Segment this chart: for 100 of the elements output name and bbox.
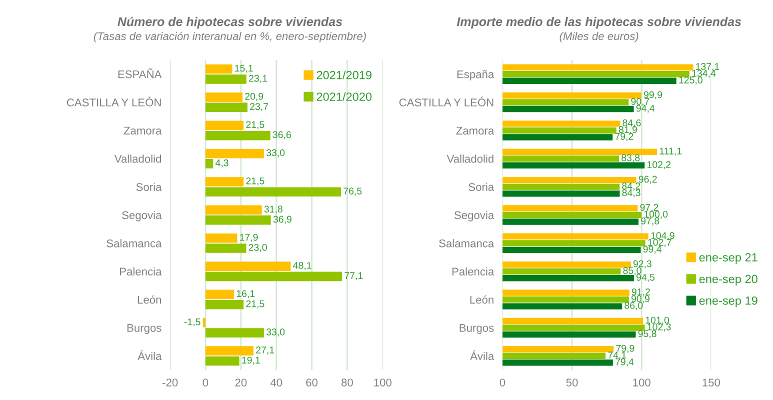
data-label: 31,8 — [264, 206, 282, 214]
bar — [205, 120, 244, 130]
data-label: 92,3 — [633, 260, 652, 268]
x-tick-label: 100 — [374, 378, 392, 386]
x-tick-label: 40 — [270, 378, 282, 386]
bar — [502, 261, 631, 268]
y-tick-label: Valladolid — [446, 154, 494, 163]
bar — [202, 318, 206, 328]
data-label: 83,8 — [622, 154, 640, 162]
bar — [502, 296, 629, 303]
bar — [205, 328, 264, 338]
bar — [502, 162, 645, 169]
chart-subtitle: (Miles de euros) — [560, 32, 638, 42]
bar — [205, 346, 254, 356]
data-label: -1,5 — [184, 318, 200, 326]
bar — [502, 324, 645, 331]
x-tick-label: 0 — [500, 378, 506, 386]
bar — [502, 205, 638, 212]
data-label: 81,9 — [618, 126, 637, 134]
data-label: 79,4 — [616, 358, 634, 366]
bar — [205, 244, 246, 253]
data-label: 36,9 — [273, 216, 292, 224]
x-tick-label: 100 — [633, 378, 650, 386]
bar — [502, 92, 642, 99]
data-label: 21,5 — [246, 177, 264, 186]
data-label: 48,1 — [293, 262, 312, 270]
data-label: 4,3 — [215, 159, 228, 168]
bar — [205, 205, 262, 215]
bar — [502, 184, 620, 190]
data-label: 84,3 — [622, 189, 640, 198]
bar — [502, 290, 630, 296]
y-tick-label: León — [470, 295, 494, 304]
data-label: 23,1 — [249, 74, 267, 83]
y-tick-label: España — [457, 70, 494, 80]
data-label: 90,7 — [631, 98, 650, 106]
bar — [502, 233, 648, 240]
data-label: 94,5 — [636, 274, 655, 282]
bar — [502, 106, 634, 112]
bar — [205, 177, 244, 186]
data-label: 20,9 — [245, 92, 264, 101]
chart-title: Importe medio de las hipotecas sobre viviendas — [456, 16, 742, 29]
data-label: 102,2 — [647, 161, 671, 170]
y-tick-label: Ávila — [470, 350, 494, 360]
bar — [205, 130, 270, 140]
y-tick-label: Zamora — [124, 126, 162, 135]
data-label: 16,1 — [236, 290, 255, 298]
bar — [205, 233, 238, 243]
y-tick-label: Segovia — [454, 210, 494, 222]
y-tick-label: Salamanca — [439, 239, 494, 248]
bar — [502, 127, 616, 134]
bar — [205, 215, 271, 225]
data-label: 94,4 — [636, 104, 655, 113]
bar — [205, 64, 232, 74]
bar — [205, 356, 240, 366]
bar — [502, 275, 634, 282]
data-label: 99,9 — [644, 91, 662, 100]
data-label: 77,1 — [344, 272, 363, 280]
legend-label: ene-sep 20 — [699, 274, 758, 286]
data-label: 79,9 — [616, 344, 634, 353]
x-tick-label: 20 — [235, 378, 247, 386]
data-label: 33,0 — [266, 149, 285, 158]
data-label: 91,2 — [632, 288, 650, 297]
data-label: 19,1 — [242, 356, 260, 365]
bar — [502, 331, 636, 338]
y-tick-label: Zamora — [456, 126, 494, 135]
y-tick-label: Segovia — [122, 210, 162, 222]
y-tick-label: Ávila — [138, 350, 162, 360]
bar — [205, 187, 342, 197]
bar — [502, 240, 646, 246]
data-label: 21,5 — [246, 121, 264, 130]
data-label: 36,6 — [272, 131, 291, 140]
bar — [205, 148, 264, 158]
data-label: 125,0 — [679, 76, 702, 85]
y-tick-label: León — [138, 295, 162, 304]
bar — [502, 64, 694, 70]
x-tick-label: 50 — [566, 378, 578, 386]
x-tick-label: 80 — [342, 378, 353, 386]
x-tick-label: 60 — [306, 378, 318, 386]
bar — [502, 218, 639, 225]
legend-label: ene-sep 19 — [699, 296, 758, 308]
bar — [205, 92, 243, 102]
bar — [502, 303, 622, 310]
bar — [205, 272, 342, 282]
bar — [502, 120, 620, 127]
bar — [502, 148, 658, 155]
data-label: 21,5 — [246, 300, 264, 308]
x-tick-label: -20 — [162, 378, 178, 386]
data-label: 23,7 — [250, 103, 268, 112]
data-label: 97,2 — [640, 204, 658, 212]
legend-label: 2021/2019 — [316, 70, 372, 80]
bar — [205, 74, 246, 84]
data-label: 33,0 — [266, 328, 285, 337]
data-label: 86,0 — [624, 302, 643, 310]
data-label: 76,5 — [344, 188, 362, 196]
y-tick-label: Palencia — [120, 267, 162, 276]
data-label: 85,0 — [623, 267, 642, 276]
data-label: 102,3 — [648, 323, 671, 332]
bar — [502, 318, 643, 324]
data-label: 17,9 — [240, 234, 258, 242]
bar — [502, 246, 641, 254]
